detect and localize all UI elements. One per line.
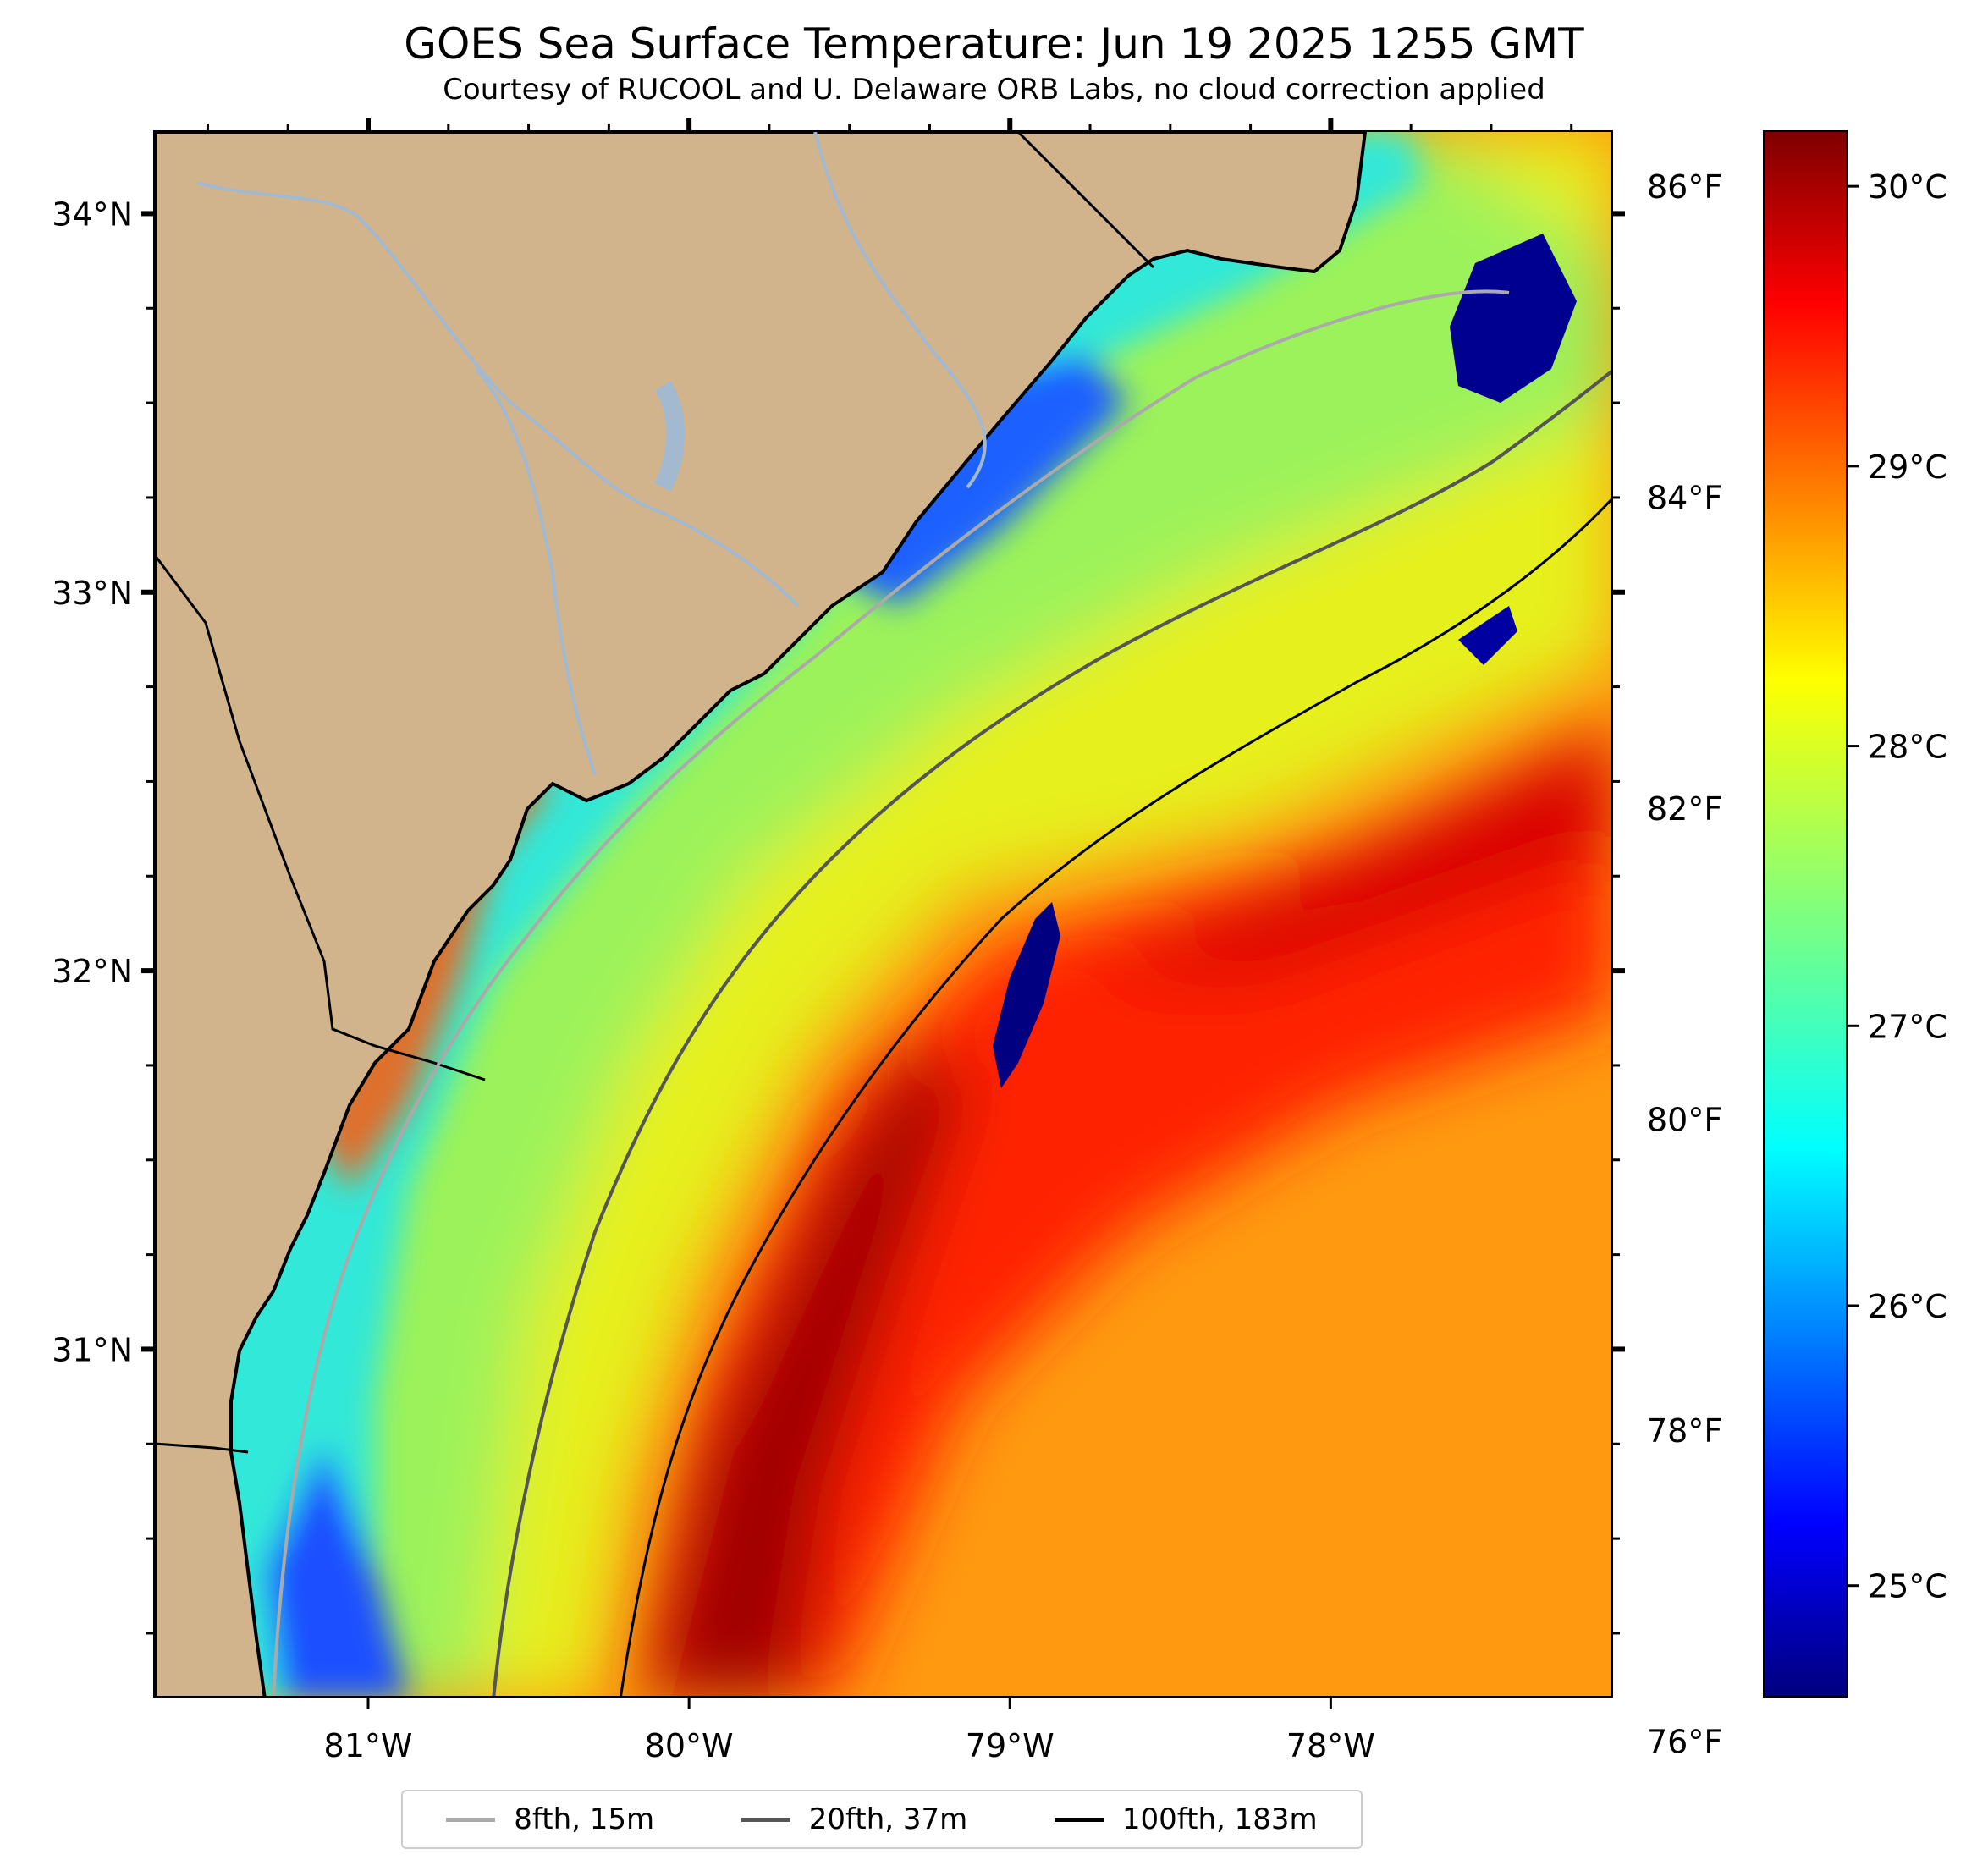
legend-item-8fth: 8fth, 15m: [446, 1802, 654, 1836]
sst-field: [155, 132, 1611, 1696]
sst-cold-patch-south: [265, 1444, 408, 1696]
sst-core: [646, 1046, 967, 1696]
fahrenheit-tick-label: 84°F: [1647, 480, 1722, 517]
sst-cold-patch-north: [832, 352, 1128, 606]
colorbar: [1763, 130, 1848, 1698]
lat-tick-label: 34°N: [52, 195, 133, 233]
legend-label-100fth: 100fth, 183m: [1121, 1802, 1318, 1836]
lon-tick-label: 78°W: [1286, 1727, 1375, 1764]
lon-tick-label: 80°W: [645, 1727, 734, 1764]
legend-item-20fth: 20fth, 37m: [741, 1802, 968, 1836]
fahrenheit-tick-label: 78°F: [1647, 1412, 1722, 1450]
colorbar-tick-label: 30°C: [1868, 168, 1947, 206]
lat-tick-label: 33°N: [52, 575, 133, 612]
colorbar-tick-label: 29°C: [1868, 448, 1947, 486]
sst-ne-red: [1086, 725, 1611, 978]
land-coast: [155, 132, 1368, 1696]
map-subtitle: Courtesy of RUCOOL and U. Delaware ORB L…: [443, 73, 1545, 107]
legend-label-20fth: 20fth, 37m: [808, 1802, 968, 1836]
isobath-8fth: [272, 289, 1510, 1696]
isobath-legend: 8fth, 15m 20fth, 37m 100fth, 183m: [401, 1790, 1363, 1849]
isobath-20fth: [492, 369, 1611, 1696]
lake: [654, 380, 685, 492]
colorbar-tick-label: 28°C: [1868, 729, 1947, 766]
colorbar-tick-label: 27°C: [1868, 1008, 1947, 1045]
state-boundary-3: [155, 1442, 249, 1454]
sst-gulf-stream: [629, 776, 1611, 1696]
fahrenheit-tick-label: 76°F: [1647, 1723, 1722, 1760]
isobath-100fth: [620, 498, 1611, 1696]
legend-swatch-100fth: [1054, 1817, 1104, 1822]
map-title: GOES Sea Surface Temperature: Jun 19 202…: [404, 19, 1584, 69]
sst-map: [153, 130, 1613, 1698]
fahrenheit-tick-label: 86°F: [1647, 168, 1722, 206]
lon-tick-label: 81°W: [324, 1727, 413, 1764]
sst-cold-pool-ne: [1450, 234, 1577, 403]
colorbar-tick-label: 25°C: [1868, 1568, 1947, 1605]
river-2: [475, 367, 597, 776]
sst-cold-pool-center: [993, 902, 1060, 1088]
lon-tick-label: 79°W: [966, 1727, 1055, 1764]
legend-swatch-20fth: [741, 1817, 790, 1822]
sst-coastal-warm: [316, 775, 553, 1190]
colorbar-tick-label: 26°C: [1868, 1288, 1947, 1325]
lat-tick-label: 32°N: [52, 953, 133, 990]
fahrenheit-ticks: 86°F 84°F 82°F 80°F 78°F 76°F: [1647, 168, 1722, 1760]
river-3: [813, 132, 987, 489]
legend-item-100fth: 100fth, 183m: [1054, 1802, 1318, 1836]
fahrenheit-tick-label: 80°F: [1647, 1102, 1722, 1139]
sst-cold-spot-east: [1458, 606, 1517, 665]
lat-tick-label: 31°N: [52, 1331, 133, 1368]
legend-label-8fth: 8fth, 15m: [514, 1802, 655, 1836]
river-1: [196, 181, 800, 608]
state-boundary-2: [1016, 132, 1155, 269]
fahrenheit-tick-label: 82°F: [1647, 790, 1722, 828]
legend-swatch-8fth: [446, 1817, 496, 1822]
colorbar-ticks: 30°C 29°C 28°C 27°C 26°C 25°C: [1848, 168, 1947, 1605]
state-boundary-1: [155, 554, 486, 1081]
